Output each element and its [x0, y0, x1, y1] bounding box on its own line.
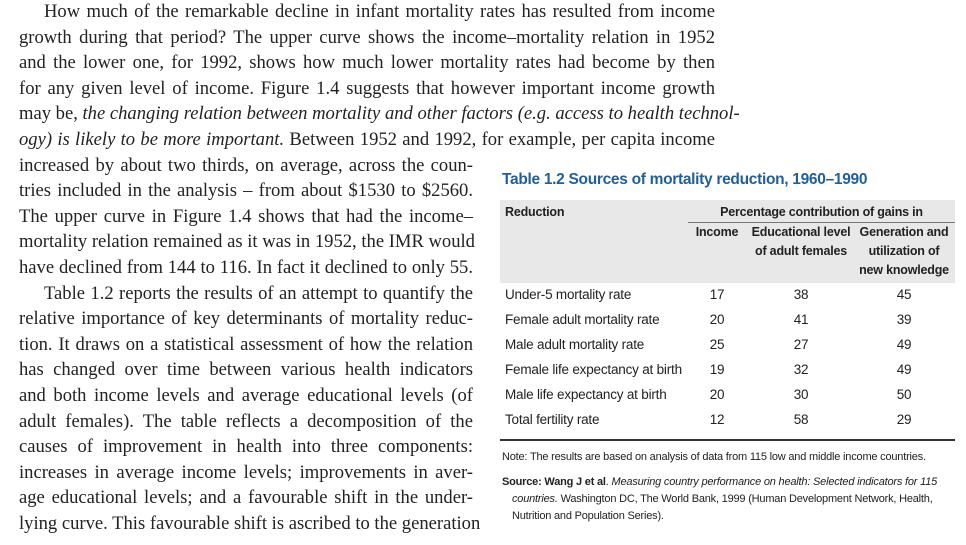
text-segment: Between 1952 and 1992, for example, per … [284, 129, 715, 150]
text-line: age educational levels; and a favourable… [19, 487, 473, 509]
table-cell: 20 [709, 387, 725, 402]
source-title: Measuring country performance on health:… [512, 476, 938, 505]
table-cell: 29 [896, 412, 912, 427]
text-line: have declined from 144 to 116. In fact i… [19, 257, 473, 278]
table-cell: 38 [793, 287, 809, 302]
row-label: Male life expectancy at birth [505, 387, 667, 402]
table-cell: 32 [793, 362, 809, 377]
text-line: may be, the changing relation between mo… [19, 103, 740, 125]
table-cell: 58 [793, 412, 809, 427]
row-label: Female adult mortality rate [505, 312, 660, 327]
italic-segment: ogy) is likely to be more important. [19, 129, 285, 150]
table-cell: 17 [709, 287, 725, 302]
text-line: for any given level of income. Figure 1.… [19, 77, 715, 99]
table-note: Note: The results are based on analysis … [502, 451, 926, 463]
source-author: Wang J et al [544, 476, 606, 488]
row-label: Total fertility rate [505, 412, 600, 427]
row-label: Female life expectancy at birth [505, 362, 682, 377]
group-rule [688, 222, 955, 223]
text-segment: may be, [19, 103, 83, 125]
table-header-bg [500, 200, 955, 283]
text-line: Table 1.2 reports the results of an atte… [44, 282, 473, 304]
table-cell: 41 [793, 312, 809, 327]
text-line: has changed over time between various he… [19, 359, 473, 381]
table-cell: 20 [709, 312, 725, 327]
table-cell: 39 [896, 312, 912, 327]
table-source: Source: Wang J et al. Measuring country … [502, 476, 938, 522]
column-header: new knowledge [859, 263, 949, 277]
source-rest: Washington DC, The World Bank, 1999 (Hum… [512, 493, 933, 522]
group-header: Percentage contribution of gains in [720, 205, 923, 219]
text-line: mortality relation remained as it was in… [19, 231, 475, 253]
text-line: lying curve. This favourable shift is as… [19, 513, 481, 534]
row-label: Male adult mortality rate [505, 337, 645, 352]
text-line: growth during that period? The upper cur… [19, 26, 715, 48]
table-cell: 45 [896, 287, 912, 302]
italic-segment: the changing relation between mortality … [82, 103, 740, 125]
column-header: Educational level [751, 225, 851, 239]
table-cell: 50 [896, 387, 912, 402]
source-label: Source: [502, 476, 542, 488]
text-line: adult females). The table reflects a dec… [19, 410, 473, 432]
column-header: utilization of [868, 244, 940, 258]
column-header: Generation and [859, 225, 949, 239]
column-header: Income [695, 225, 739, 239]
text-line: ogy) is likely to be more important. Bet… [19, 129, 715, 151]
table-rule [500, 439, 955, 441]
table-title: Table 1.2 Sources of mortality reduction… [502, 171, 868, 188]
text-line: tries included in the analysis – from ab… [19, 180, 473, 202]
text-line: and both income levels and average educa… [19, 385, 473, 406]
column-header: Reduction [505, 205, 565, 219]
text-line: relative importance of key determinants … [19, 308, 473, 330]
table-cell: 12 [709, 412, 725, 427]
text-line: causes of improvement in health into thr… [19, 436, 473, 458]
text-line: The upper curve in Figure 1.4 shows that… [19, 205, 473, 227]
text-line: tion. It draws on a statistical assessme… [19, 333, 473, 355]
table-cell: 19 [709, 362, 725, 377]
text-line: increases in average income levels; impr… [19, 461, 473, 483]
table-cell: 49 [896, 337, 912, 352]
table-cell: 30 [793, 387, 809, 402]
table-cell: 49 [896, 362, 912, 377]
table-cell: 25 [709, 337, 725, 352]
text-line: How much of the remarkable decline in in… [44, 1, 715, 22]
row-label: Under-5 mortality rate [505, 287, 632, 302]
column-header: of adult females [755, 244, 847, 258]
text-line: and the lower one, for 1992, shows how m… [19, 52, 715, 74]
text-line: increased by about two thirds, on averag… [19, 154, 473, 176]
table-cell: 27 [793, 337, 809, 352]
